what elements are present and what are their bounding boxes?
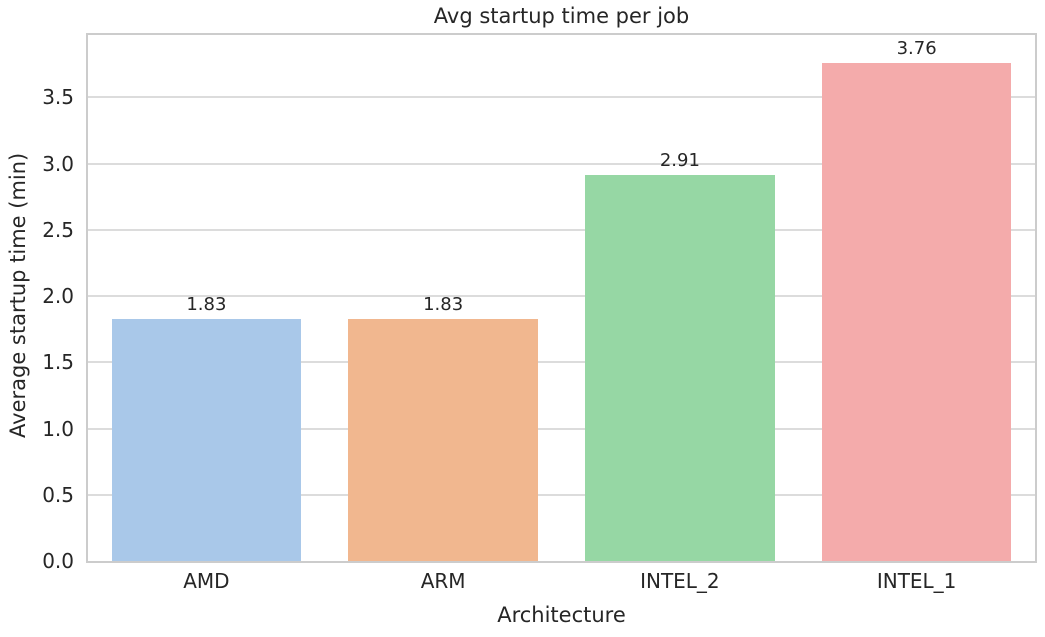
gridline: [88, 427, 1035, 430]
chart-title: Avg startup time per job: [433, 4, 690, 28]
bar-amd: [111, 318, 302, 561]
bar-arm: [348, 318, 538, 561]
bar-intel_1: [821, 62, 1012, 561]
y-tick-label: 1.0: [42, 416, 74, 441]
y-tick-label: 1.5: [42, 350, 74, 375]
bar-value-label: 2.91: [659, 150, 700, 172]
gridline: [88, 493, 1035, 496]
x-tick-label-intel_2: INTEL_2: [640, 569, 720, 593]
gridline: [88, 162, 1035, 165]
gridline: [88, 96, 1035, 99]
y-tick-label: 3.5: [42, 85, 74, 110]
gridline: [88, 295, 1035, 298]
x-tick-label-arm: ARM: [420, 569, 466, 593]
plot-area: 1.83 1.83 2.91 3.76: [86, 33, 1037, 563]
y-tick-label: 3.0: [42, 151, 74, 176]
y-tick-label: 0.5: [42, 482, 74, 507]
bar-value-label: 1.83: [186, 293, 227, 315]
bar-intel_2: [585, 175, 775, 561]
y-tick-label: 2.5: [42, 217, 74, 242]
gridline: [88, 228, 1035, 231]
x-tick-label-amd: AMD: [183, 569, 230, 593]
y-tick-label: 0.0: [42, 549, 74, 573]
y-tick-label: 2.0: [42, 284, 74, 308]
x-tick-label-intel_1: INTEL_1: [876, 569, 957, 593]
bar-value-label: 3.76: [896, 37, 937, 59]
gridline: [88, 361, 1035, 364]
bar-value-label: 1.83: [423, 293, 464, 315]
x-axis-label: Architecture: [497, 603, 626, 627]
